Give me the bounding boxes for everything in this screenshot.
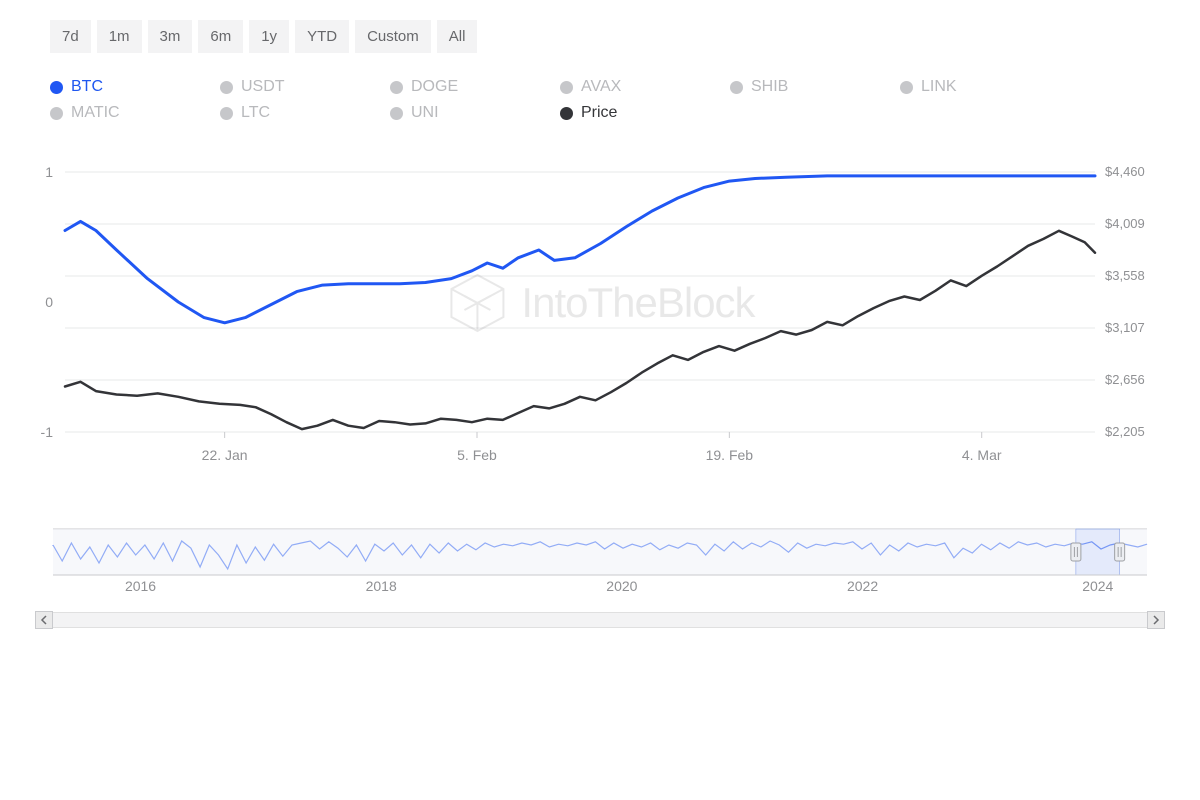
svg-text:$2,656: $2,656 (1105, 372, 1145, 387)
svg-text:0: 0 (45, 294, 53, 310)
legend-dot-icon (220, 107, 233, 120)
legend-dot-icon (730, 81, 743, 94)
legend-dot-icon (50, 107, 63, 120)
svg-text:5. Feb: 5. Feb (457, 447, 497, 463)
svg-text:-1: -1 (41, 424, 54, 440)
time-range-7d[interactable]: 7d (50, 20, 91, 53)
svg-text:$2,205: $2,205 (1105, 424, 1145, 439)
svg-text:22. Jan: 22. Jan (202, 447, 248, 463)
legend-label: USDT (241, 78, 285, 96)
legend-dot-icon (220, 81, 233, 94)
navigator-chart[interactable]: 2016 2018 2020 2022 2024 (35, 527, 1165, 607)
legend-item-link[interactable]: LINK (900, 78, 1070, 96)
svg-text:$3,558: $3,558 (1105, 268, 1145, 283)
legend-label: Price (581, 104, 617, 122)
svg-text:19. Feb: 19. Feb (706, 447, 754, 463)
time-range-3m[interactable]: 3m (148, 20, 193, 53)
legend-label: UNI (411, 104, 439, 122)
legend-dot-icon (560, 107, 573, 120)
time-range-custom[interactable]: Custom (355, 20, 431, 53)
legend-dot-icon (390, 107, 403, 120)
legend-dot-icon (50, 81, 63, 94)
svg-text:2016: 2016 (125, 578, 156, 594)
scroll-left-button[interactable] (35, 611, 53, 629)
legend-item-usdt[interactable]: USDT (220, 78, 390, 96)
legend-item-price[interactable]: Price (560, 104, 730, 122)
legend: BTC USDT DOGE AVAX SHIB LINK MATIC LTC UNI Price (50, 78, 1165, 122)
svg-text:2018: 2018 (366, 578, 397, 594)
chevron-left-icon (40, 615, 48, 625)
legend-item-doge[interactable]: DOGE (390, 78, 560, 96)
legend-label: BTC (71, 78, 103, 96)
legend-label: AVAX (581, 78, 621, 96)
time-range-all[interactable]: All (437, 20, 478, 53)
legend-label: LTC (241, 104, 270, 122)
time-range-1y[interactable]: 1y (249, 20, 289, 53)
time-range-1m[interactable]: 1m (97, 20, 142, 53)
svg-text:$4,460: $4,460 (1105, 164, 1145, 179)
svg-text:$3,107: $3,107 (1105, 320, 1145, 335)
legend-dot-icon (560, 81, 573, 94)
svg-text:2020: 2020 (606, 578, 637, 594)
legend-label: SHIB (751, 78, 788, 96)
legend-item-btc[interactable]: BTC (50, 78, 220, 96)
svg-text:1: 1 (45, 164, 53, 180)
scrollbar[interactable] (35, 611, 1165, 629)
scroll-track[interactable] (53, 612, 1147, 628)
legend-item-shib[interactable]: SHIB (730, 78, 900, 96)
legend-item-matic[interactable]: MATIC (50, 104, 220, 122)
svg-text:$4,009: $4,009 (1105, 216, 1145, 231)
legend-item-uni[interactable]: UNI (390, 104, 560, 122)
svg-text:2022: 2022 (847, 578, 878, 594)
legend-label: LINK (921, 78, 957, 96)
svg-text:4. Mar: 4. Mar (962, 447, 1002, 463)
chevron-right-icon (1152, 615, 1160, 625)
legend-item-avax[interactable]: AVAX (560, 78, 730, 96)
time-range-ytd[interactable]: YTD (295, 20, 349, 53)
main-chart[interactable]: $4,460 $4,009 $3,558 $3,107 $2,656 $2,205 1 0 -1… (35, 162, 1165, 497)
time-range-6m[interactable]: 6m (198, 20, 243, 53)
legend-item-ltc[interactable]: LTC (220, 104, 390, 122)
legend-dot-icon (900, 81, 913, 94)
legend-label: MATIC (71, 104, 120, 122)
legend-label: DOGE (411, 78, 458, 96)
time-range-buttons: 7d1m3m6m1yYTDCustomAll (50, 20, 1165, 53)
scroll-right-button[interactable] (1147, 611, 1165, 629)
legend-dot-icon (390, 81, 403, 94)
svg-text:2024: 2024 (1082, 578, 1113, 594)
